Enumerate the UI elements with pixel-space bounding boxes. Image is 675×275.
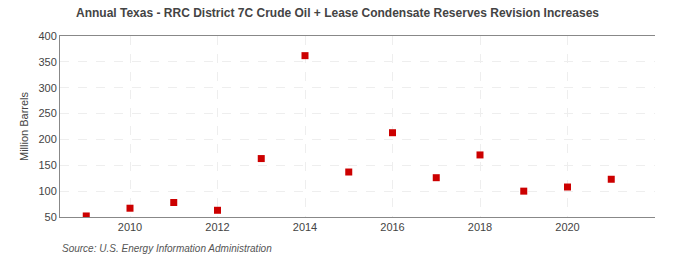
svg-text:350: 350 <box>38 56 56 68</box>
svg-text:2020: 2020 <box>555 221 579 233</box>
svg-text:400: 400 <box>38 30 56 42</box>
svg-text:250: 250 <box>38 107 56 119</box>
svg-text:Million Barrels: Million Barrels <box>18 91 30 161</box>
svg-text:2010: 2010 <box>118 221 142 233</box>
svg-text:300: 300 <box>38 82 56 94</box>
svg-text:150: 150 <box>38 159 56 171</box>
svg-text:2012: 2012 <box>205 221 229 233</box>
svg-text:100: 100 <box>38 185 56 197</box>
svg-text:200: 200 <box>38 133 56 145</box>
svg-text:2016: 2016 <box>380 221 404 233</box>
svg-text:2018: 2018 <box>468 221 492 233</box>
svg-text:50: 50 <box>45 211 57 223</box>
svg-text:Annual Texas - RRC District 7C: Annual Texas - RRC District 7C Crude Oil… <box>76 6 599 20</box>
svg-text:2014: 2014 <box>293 221 317 233</box>
svg-text:Source: U.S. Energy Informatio: Source: U.S. Energy Information Administ… <box>62 243 272 254</box>
